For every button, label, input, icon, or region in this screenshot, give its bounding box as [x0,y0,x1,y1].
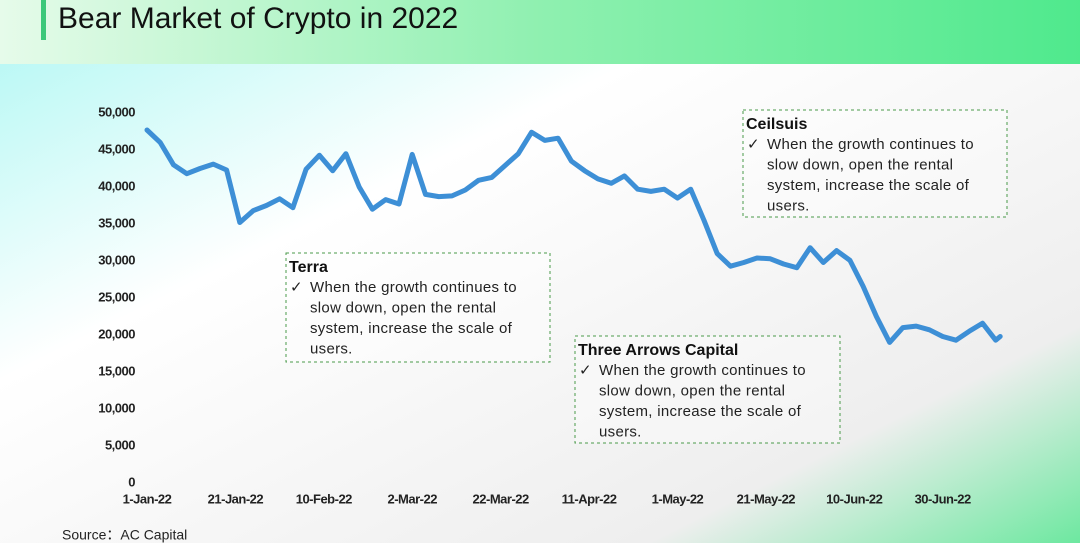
annotation-text: When the growth continues to [767,136,974,153]
annotation-text: slow down, open the rental [767,156,953,173]
annotation-box [285,252,551,363]
y-tick-label: 0 [128,474,135,489]
annotation-text: users. [310,340,353,357]
x-tick-label: 21-May-22 [737,491,796,506]
y-tick-label: 25,000 [98,289,135,304]
annotation-text: system, increase the scale of [599,403,802,420]
x-tick-label: 2-Mar-22 [387,491,437,506]
annotation-text: users. [767,197,810,214]
annotation-text: slow down, open the rental [599,382,785,399]
y-tick-label: 45,000 [98,141,135,156]
y-tick-label: 20,000 [98,326,135,341]
header-accent [41,0,46,40]
header [0,0,1080,64]
y-tick-label: 40,000 [98,178,135,193]
annotation-text: When the growth continues to [599,362,806,379]
annotation-bullet: ✓ [290,279,303,296]
chart-title: Bear Market of Crypto in 2022 [58,2,458,35]
annotation-text: When the growth continues to [310,279,517,296]
x-tick-label: 1-Jan-22 [123,491,172,506]
annotation-bullet: ✓ [747,136,760,153]
x-tick-label: 10-Jun-22 [826,491,882,506]
annotation-box [574,335,841,444]
annotation-box [742,109,1008,218]
x-tick-label: 21-Jan-22 [208,491,264,506]
x-tick-label: 11-Apr-22 [562,491,617,506]
annotation-title: Three Arrows Capital [578,342,738,359]
y-tick-label: 10,000 [98,400,135,415]
source: Source：AC Capital [62,527,187,543]
y-tick-label: 15,000 [98,363,135,378]
annotation-text: system, increase the scale of [310,320,513,337]
x-tick-label: 22-Mar-22 [473,491,529,506]
annotation-text: users. [599,423,642,440]
y-tick-label: 50,000 [98,104,135,119]
price-line [144,127,1003,345]
annotation-text: slow down, open the rental [310,299,496,316]
y-tick-label: 5,000 [105,437,135,452]
annotation-text: system, increase the scale of [767,177,970,194]
y-tick-label: 30,000 [98,252,135,267]
annotation-title: Terra [289,259,328,276]
x-tick-label: 1-May-22 [652,491,704,506]
x-tick-label: 30-Jun-22 [915,491,971,506]
annotation-bullet: ✓ [579,362,592,379]
y-tick-label: 35,000 [98,215,135,230]
annotation-title: Ceilsuis [746,116,807,133]
x-tick-label: 10-Feb-22 [296,491,352,506]
